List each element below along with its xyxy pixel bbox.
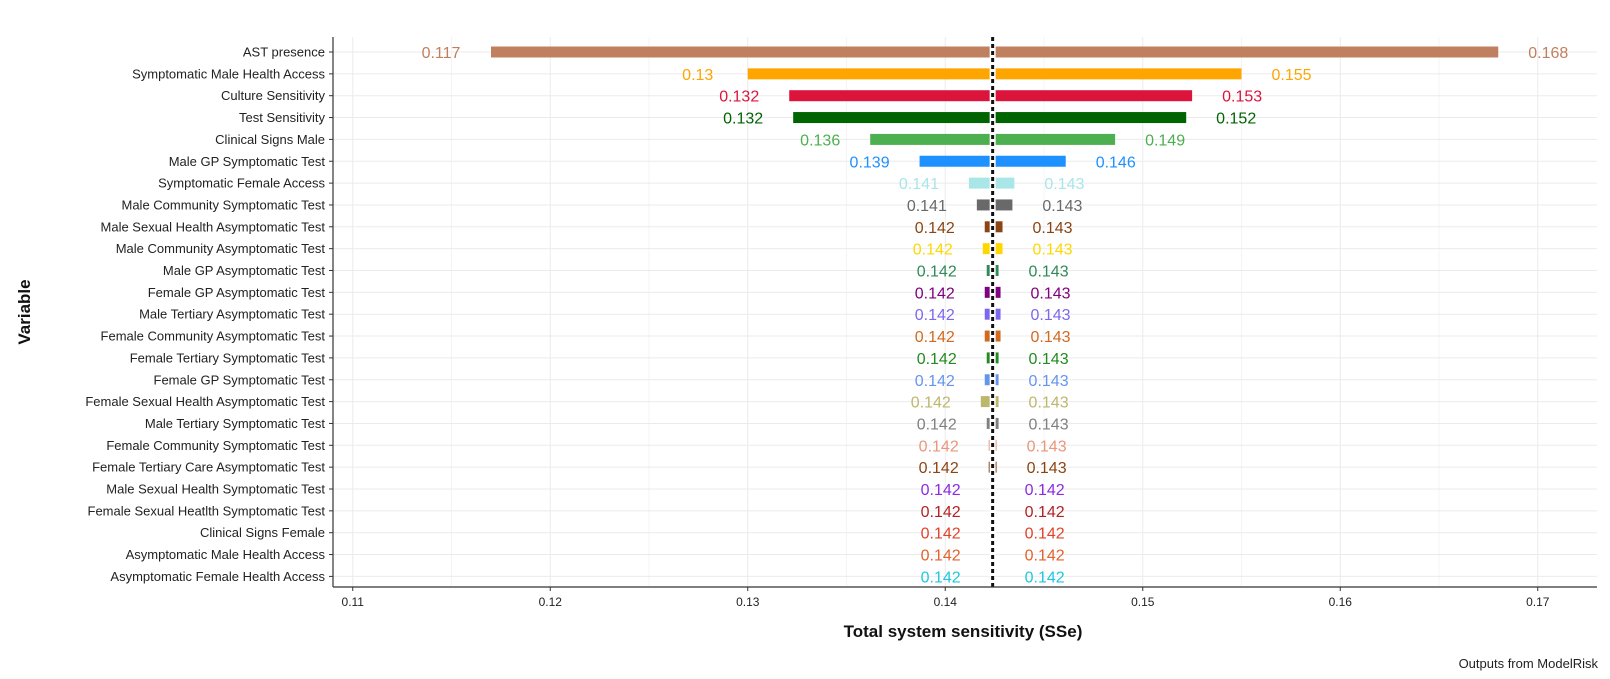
axes: [329, 37, 1597, 588]
category-label: Female Sexual Health Asymptomatic Test: [85, 394, 325, 409]
low-value-label: 0.136: [800, 132, 840, 149]
high-value-label: 0.142: [1025, 548, 1065, 565]
low-value-label: 0.132: [723, 111, 763, 128]
high-value-label: 0.143: [1029, 416, 1069, 433]
high-value-label: 0.149: [1145, 132, 1185, 149]
category-label: Clinical Signs Female: [200, 525, 325, 540]
category-label: Female Community Symptomatic Test: [106, 438, 325, 453]
high-value-label: 0.168: [1528, 45, 1568, 62]
x-tick-label: 0.13: [736, 595, 760, 609]
high-value-label: 0.143: [1033, 220, 1073, 237]
category-label: Female Tertiary Symptomatic Test: [130, 350, 326, 365]
low-value-label: 0.142: [915, 220, 955, 237]
category-label: AST presence: [243, 45, 325, 60]
high-value-label: 0.143: [1044, 176, 1084, 193]
high-value-label: 0.146: [1096, 154, 1136, 171]
low-value-label: 0.142: [915, 373, 955, 390]
category-label: Male Tertiary Asymptomatic Test: [139, 307, 325, 322]
low-value-label: 0.142: [917, 416, 957, 433]
low-value-label: 0.142: [911, 395, 951, 412]
x-tick-label: 0.15: [1131, 595, 1155, 609]
category-label: Female Sexual Heatlth Symptomatic Test: [88, 503, 326, 518]
category-label: Symptomatic Female Access: [158, 176, 325, 191]
high-value-label: 0.152: [1216, 111, 1256, 128]
high-value-label: 0.143: [1042, 198, 1082, 215]
y-axis-title: Variable: [15, 279, 34, 344]
category-label: Female GP Symptomatic Test: [154, 372, 326, 387]
value-labels: 0.117 0.168 0.13 0.155 0.132 0.153 0.132 0.152 0…: [422, 45, 1569, 586]
low-value-label: 0.139: [850, 154, 890, 171]
x-tick-label: 0.17: [1526, 595, 1550, 609]
category-label: Test Sensitivity: [239, 110, 325, 125]
high-value-label: 0.143: [1033, 242, 1073, 259]
high-value-label: 0.143: [1031, 329, 1071, 346]
category-label: Clinical Signs Male: [215, 132, 325, 147]
category-label: Female Community Asymptomatic Test: [101, 329, 326, 344]
category-label: Asymptomatic Male Health Access: [126, 547, 326, 562]
high-value-label: 0.142: [1025, 482, 1065, 499]
category-label: Male Sexual Health Asymptomatic Test: [101, 219, 326, 234]
low-value-label: 0.142: [919, 438, 959, 455]
low-value-label: 0.142: [921, 482, 961, 499]
low-value-label: 0.117: [422, 45, 461, 62]
category-labels: AST presence Symptomatic Male Health Acce…: [85, 45, 325, 584]
low-value-label: 0.142: [915, 329, 955, 346]
x-tick-label: 0.11: [342, 595, 365, 609]
category-label: Culture Sensitivity: [221, 88, 326, 103]
high-value-label: 0.143: [1029, 351, 1069, 368]
low-value-label: 0.142: [915, 307, 955, 324]
high-value-label: 0.143: [1029, 395, 1069, 412]
category-label: Male GP Symptomatic Test: [169, 154, 326, 169]
high-value-label: 0.155: [1271, 67, 1311, 84]
high-value-label: 0.153: [1222, 89, 1262, 106]
low-value-label: 0.141: [899, 176, 939, 193]
category-label: Asymptomatic Female Health Access: [110, 569, 325, 584]
low-value-label: 0.132: [719, 89, 759, 106]
low-value-label: 0.13: [682, 67, 713, 84]
x-tick-label: 0.16: [1329, 595, 1353, 609]
low-value-label: 0.142: [921, 569, 961, 586]
low-value-label: 0.142: [921, 526, 961, 543]
chart-caption: Outputs from ModelRisk: [1458, 656, 1598, 671]
low-value-label: 0.142: [917, 264, 957, 281]
category-label: Male Sexual Health Symptomatic Test: [106, 482, 325, 497]
high-value-label: 0.142: [1025, 569, 1065, 586]
low-value-label: 0.141: [907, 198, 947, 215]
category-label: Male GP Asymptomatic Test: [163, 263, 325, 278]
x-ticks: 0.11 0.12 0.13 0.14 0.15 0.16 0.17: [342, 587, 1550, 609]
low-value-label: 0.142: [915, 285, 955, 302]
low-value-label: 0.142: [921, 504, 961, 521]
category-label: Male Community Asymptomatic Test: [116, 241, 326, 256]
category-label: Female Tertiary Care Asymptomatic Test: [92, 460, 325, 475]
category-label: Female GP Asymptomatic Test: [148, 285, 326, 300]
high-value-label: 0.143: [1027, 438, 1067, 455]
low-value-label: 0.142: [919, 460, 959, 477]
high-value-label: 0.143: [1031, 307, 1071, 324]
high-value-label: 0.143: [1029, 264, 1069, 281]
low-value-label: 0.142: [921, 548, 961, 565]
low-value-label: 0.142: [913, 242, 953, 259]
category-label: Male Tertiary Symptomatic Test: [145, 416, 326, 431]
category-label: Male Community Symptomatic Test: [122, 197, 326, 212]
x-tick-label: 0.14: [934, 595, 958, 609]
x-tick-label: 0.12: [539, 595, 563, 609]
x-axis-title: Total system sensitivity (SSe): [844, 622, 1083, 641]
high-value-label: 0.142: [1025, 526, 1065, 543]
low-value-label: 0.142: [917, 351, 957, 368]
category-label: Symptomatic Male Health Access: [132, 66, 325, 81]
high-value-label: 0.143: [1031, 285, 1071, 302]
high-value-label: 0.143: [1027, 460, 1067, 477]
high-value-label: 0.143: [1029, 373, 1069, 390]
high-value-label: 0.142: [1025, 504, 1065, 521]
